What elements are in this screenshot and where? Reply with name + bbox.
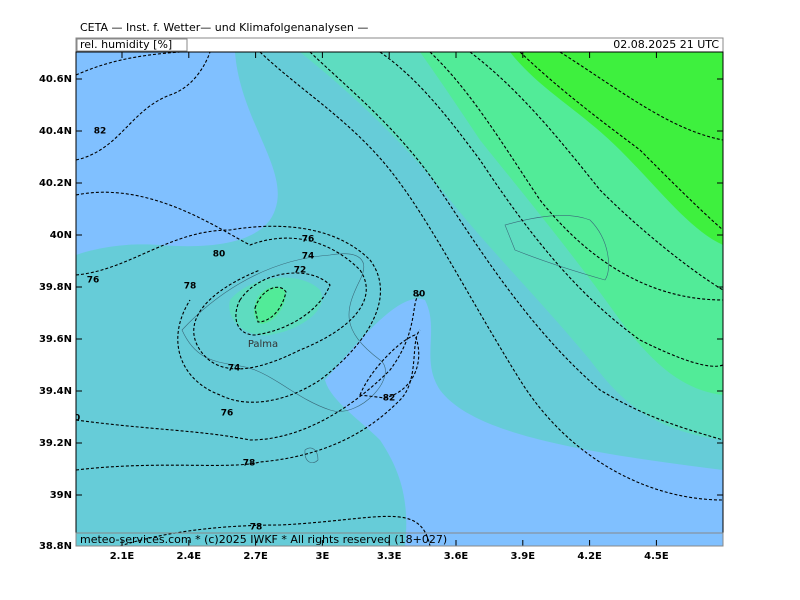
lon-label: 4.2E bbox=[577, 551, 602, 562]
valid-time: 02.08.2025 21 UTC bbox=[613, 38, 719, 51]
lat-label: 38.8N bbox=[39, 541, 72, 552]
lat-label: 39N bbox=[50, 490, 72, 501]
contour-label: 76 bbox=[221, 409, 234, 419]
contour-label: 80 bbox=[213, 250, 226, 260]
lat-label: 39.2N bbox=[39, 438, 72, 449]
contour-label: 78 bbox=[250, 523, 263, 533]
lon-label: 3.9E bbox=[511, 551, 536, 562]
map-area: 82 80 76 74 72 76 78 80 74 76 82 78 78 80 Palma bbox=[68, 52, 723, 546]
lat-label: 40.6N bbox=[39, 74, 72, 85]
contour-label: 80 bbox=[413, 290, 426, 300]
lat-label: 40.4N bbox=[39, 126, 72, 137]
contour-label: 82 bbox=[383, 394, 396, 404]
contour-label: 78 bbox=[243, 459, 256, 469]
contour-label: 74 bbox=[228, 364, 241, 374]
lon-label: 4.5E bbox=[644, 551, 669, 562]
lon-label: 2.1E bbox=[110, 551, 135, 562]
header-title: CETA — Inst. f. Wetter— und Klimafolgena… bbox=[80, 21, 368, 34]
contour-label: 76 bbox=[302, 235, 315, 245]
contour-label: 74 bbox=[302, 252, 315, 262]
contour-label: 80 bbox=[68, 414, 81, 424]
contour-label: 76 bbox=[87, 276, 100, 286]
lat-label: 40N bbox=[50, 230, 72, 241]
field-name: rel. humidity [%] bbox=[80, 38, 172, 51]
lon-label: 3.3E bbox=[377, 551, 402, 562]
lat-label: 39.6N bbox=[39, 334, 72, 345]
lat-label: 39.4N bbox=[39, 386, 72, 397]
field-box bbox=[76, 38, 188, 52]
lon-label: 3.6E bbox=[444, 551, 469, 562]
lon-label: 2.7E bbox=[243, 551, 268, 562]
lon-label: 3E bbox=[316, 551, 330, 562]
contour-label: 72 bbox=[294, 266, 307, 276]
lat-label: 40.2N bbox=[39, 178, 72, 189]
place-label: Palma bbox=[248, 339, 278, 350]
contour-label: 82 bbox=[94, 127, 107, 137]
contour-label: 78 bbox=[184, 282, 197, 292]
contours bbox=[76, 52, 723, 546]
lat-label: 39.8N bbox=[39, 282, 72, 293]
footer: meteo-services.com * (c)2025 IWKF * All … bbox=[80, 533, 447, 546]
footer-bar bbox=[75, 532, 724, 547]
lon-label: 2.4E bbox=[177, 551, 202, 562]
